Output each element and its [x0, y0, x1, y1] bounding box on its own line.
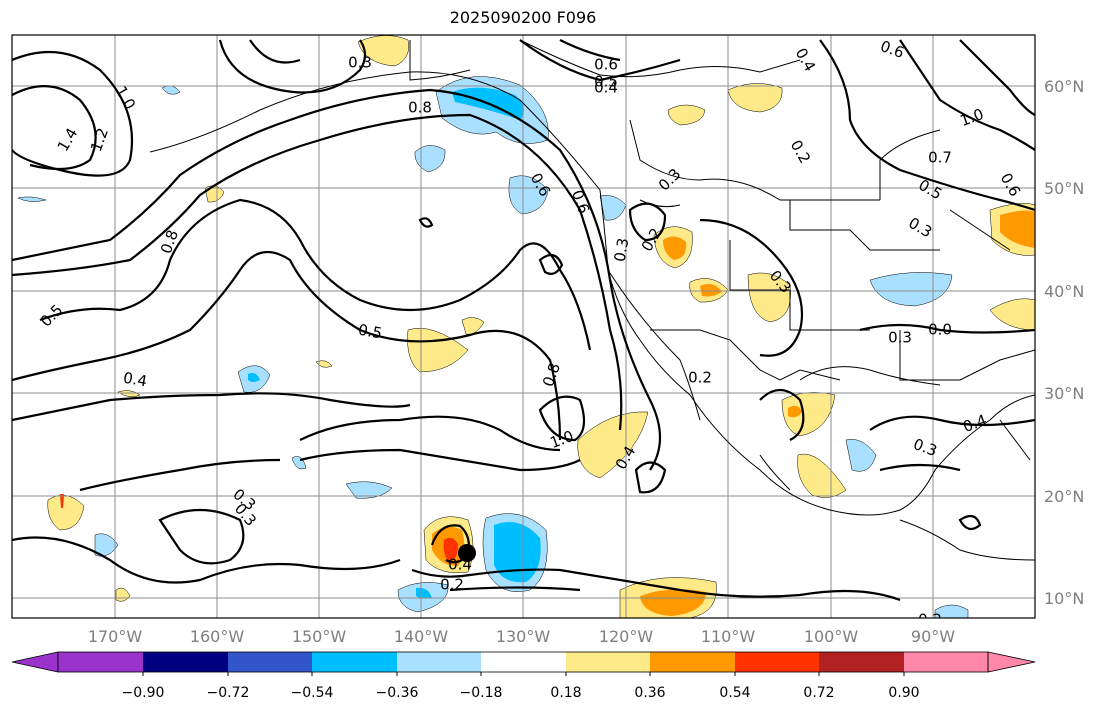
contour-label: 0.8 [408, 99, 432, 117]
colorbar-extend-min [11, 651, 59, 673]
colorbar-segment [228, 652, 312, 672]
contour-label: 0.7 [928, 149, 952, 167]
shade-positive-core [700, 284, 722, 297]
colorbar [11, 651, 1036, 676]
colorbar-segment [312, 652, 397, 672]
colorbar-tick-labels: −0.90 −0.72 −0.54 −0.36 −0.18 0.18 0.36 … [122, 685, 920, 701]
lon-label: 90°W [911, 627, 955, 646]
contour-label: 0.4 [122, 369, 149, 391]
lon-label: 120°W [599, 627, 654, 646]
contour-label: 0.4 [594, 79, 618, 97]
contour-label: 0.0 [928, 321, 952, 339]
colorbar-segment [819, 652, 904, 672]
lat-label: 40°N [1044, 282, 1084, 301]
shade-positive [577, 411, 649, 479]
colorbar-tick-label: −0.54 [291, 685, 334, 701]
colorbar-tick-label: −0.90 [122, 685, 165, 701]
contour-label: 0.4 [448, 556, 472, 574]
lat-label: 20°N [1044, 487, 1084, 506]
shade-negative [291, 456, 307, 470]
lon-label: 110°W [701, 627, 756, 646]
lat-label: 50°N [1044, 179, 1084, 198]
shade-positive [747, 272, 791, 323]
shade-positive [667, 104, 706, 126]
colorbar-segment [397, 652, 481, 672]
shade-positive-core [788, 405, 802, 418]
contour-label: 0.3 [611, 237, 633, 264]
colorbar-segment [650, 652, 735, 672]
colorbar-tick-label: −0.72 [207, 685, 250, 701]
lon-label: 150°W [292, 627, 347, 646]
lon-label: 130°W [496, 627, 551, 646]
shade-positive [117, 390, 141, 398]
storm-center-marker [458, 544, 476, 562]
colorbar-segment [735, 652, 819, 672]
shade-positive-core [1000, 210, 1035, 248]
lon-label: 100°W [804, 627, 859, 646]
shade-positive-core [640, 589, 706, 616]
shade-negative [94, 533, 119, 557]
contour-label: 0.5 [594, 73, 618, 91]
colorbar-tick-label: 0.18 [550, 685, 581, 701]
shade-positive [727, 83, 783, 113]
contour-lines [12, 39, 1035, 602]
colorbar-outline [57, 651, 989, 673]
shade-positive [315, 360, 333, 368]
contour-label: 0.3 [348, 54, 372, 72]
shade-negative-core [248, 372, 260, 382]
contour-label: 0.6 [594, 56, 618, 74]
shade-negative [934, 604, 969, 618]
shade-negative [845, 439, 877, 472]
lat-label: 30°N [1044, 384, 1084, 403]
coastlines [149, 39, 1035, 561]
colorbar-tick-label: −0.18 [460, 685, 503, 701]
colorbar-segment [566, 652, 650, 672]
lon-label: 170°W [88, 627, 143, 646]
shade-negative [508, 175, 549, 215]
colorbar-extend-max [987, 651, 1036, 673]
map-title: 2025090200 F096 [449, 8, 597, 27]
contour-label: 0.2 [918, 611, 942, 629]
shade-negative [345, 481, 393, 499]
contour-label: 0.5 [357, 321, 384, 343]
map-frame [11, 34, 1036, 619]
shade-positive-core [663, 236, 687, 260]
shade-positive [989, 298, 1035, 331]
colorbar-tick-label: −0.36 [376, 685, 419, 701]
shade-positive [797, 453, 847, 498]
colorbar-segment [143, 652, 228, 672]
colorbar-segment [904, 652, 988, 672]
colorbar-tick-label: 0.36 [634, 685, 665, 701]
shade-negative [17, 196, 47, 202]
contour-label: 0.3 [888, 329, 912, 347]
lon-label: 140°W [394, 627, 449, 646]
shade-positive [204, 185, 225, 203]
map-area: 0.3 0.60.50.40.81.01.4 1.20.80.50.50.40.30… [12, 35, 1035, 629]
colorbar-tick-label: 0.90 [888, 685, 919, 701]
lat-label: 60°N [1044, 77, 1084, 96]
longitude-labels: 170°W 160°W 150°W 140°W 130°W 120°W 110°… [88, 627, 955, 646]
colorbar-tick-label: 0.72 [803, 685, 834, 701]
colorbar-segment [481, 652, 566, 672]
colorbar-tick-label: 0.54 [719, 685, 750, 701]
shade-negative [414, 145, 446, 173]
contour-label: 0.2 [440, 576, 464, 594]
shade-positive [407, 327, 469, 373]
lat-label: 10°N [1044, 589, 1084, 608]
colorbar-segment [58, 652, 143, 672]
shade-positive-core [60, 494, 64, 508]
graticule [12, 35, 1035, 618]
latitude-labels: 60°N 50°N 40°N 30°N 20°N 10°N [1044, 77, 1084, 608]
shade-negative-core [494, 521, 541, 583]
shade-negative-core [416, 587, 432, 599]
contour-label: 0.2 [688, 369, 712, 387]
lon-label: 160°W [190, 627, 245, 646]
shade-positive-core [443, 537, 458, 562]
